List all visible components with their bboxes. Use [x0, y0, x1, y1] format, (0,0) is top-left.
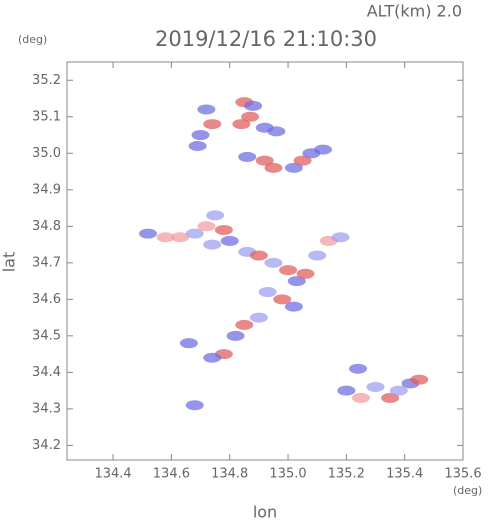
echo — [351, 392, 370, 403]
x-unit: (deg) — [453, 484, 482, 497]
x-tick-label: 135.6 — [444, 467, 481, 482]
echo — [331, 232, 350, 243]
x-axis-label: lon — [253, 503, 277, 521]
y-tick-label: 34.9 — [32, 182, 61, 197]
x-tick-label: 134.4 — [94, 467, 131, 482]
echo — [314, 144, 333, 155]
echo — [293, 155, 312, 166]
echo — [203, 239, 222, 250]
echo — [197, 104, 216, 115]
echo — [203, 119, 222, 130]
echo — [238, 151, 257, 162]
echo — [273, 294, 292, 305]
echo — [366, 381, 385, 392]
echo — [206, 210, 225, 221]
echo — [188, 140, 207, 151]
y-tick-label: 34.4 — [32, 365, 61, 380]
echo — [389, 385, 408, 396]
echo — [226, 330, 245, 341]
y-unit: (deg) — [18, 33, 47, 46]
chart-subtitle: ALT(km) 2.0 — [367, 2, 462, 21]
echo — [284, 162, 303, 173]
echo — [156, 232, 175, 243]
echo — [284, 301, 303, 312]
x-tick-label: 134.8 — [211, 467, 248, 482]
echo — [235, 319, 254, 330]
echo — [241, 111, 260, 122]
chart-title: 2019/12/16 21:10:30 — [155, 27, 377, 51]
x-tick-label: 134.6 — [153, 467, 190, 482]
echo — [349, 363, 368, 374]
y-tick-label: 34.7 — [32, 255, 61, 270]
echo — [244, 100, 263, 111]
echo — [258, 287, 277, 298]
echo — [267, 126, 286, 137]
echo — [287, 276, 306, 287]
echo — [410, 374, 429, 385]
y-tick-label: 34.8 — [32, 219, 61, 234]
echo — [232, 119, 251, 130]
x-tick-label: 135.0 — [269, 467, 306, 482]
echo — [220, 235, 239, 246]
echo — [249, 312, 268, 323]
echo — [296, 268, 315, 279]
echo — [264, 162, 283, 173]
x-tick-label: 135.4 — [386, 467, 423, 482]
echo — [197, 221, 216, 232]
echo — [179, 338, 198, 349]
echo — [264, 257, 283, 268]
echo — [255, 155, 274, 166]
y-tick-label: 34.6 — [32, 292, 61, 307]
echo — [139, 228, 158, 239]
echo — [337, 385, 356, 396]
echo — [279, 265, 298, 276]
echo — [249, 250, 268, 261]
y-tick-label: 34.2 — [32, 438, 61, 453]
y-axis-label: lat — [0, 252, 19, 273]
echo — [214, 224, 233, 235]
echo — [203, 352, 222, 363]
plot-frame — [66, 61, 464, 461]
echo — [185, 228, 204, 239]
echo — [185, 400, 204, 411]
y-tick-label: 35.0 — [32, 146, 61, 161]
echo — [191, 130, 210, 141]
y-tick-label: 34.3 — [32, 401, 61, 416]
echo — [171, 232, 190, 243]
y-tick-label: 35.2 — [32, 73, 61, 88]
y-tick-label: 34.5 — [32, 328, 61, 343]
x-tick-label: 135.2 — [328, 467, 365, 482]
echo — [381, 392, 400, 403]
echo — [308, 250, 327, 261]
y-tick-label: 35.1 — [32, 109, 61, 124]
